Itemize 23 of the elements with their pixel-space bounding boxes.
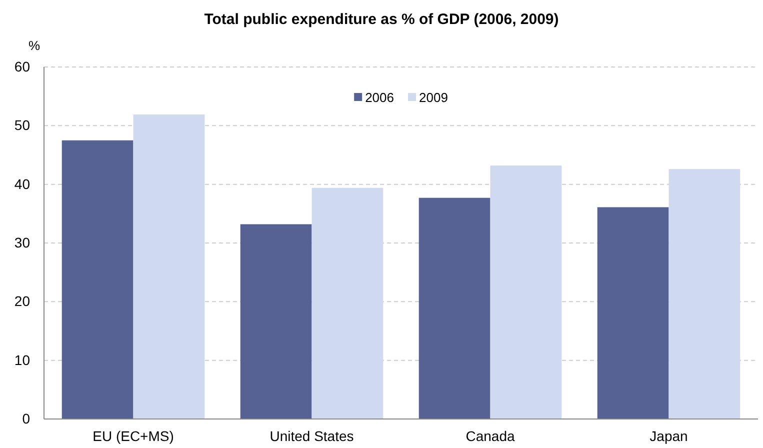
y-tick-label: 30 bbox=[14, 234, 30, 250]
x-tick-label: United States bbox=[270, 428, 354, 444]
bar bbox=[240, 224, 312, 419]
bar bbox=[312, 188, 384, 419]
bar bbox=[597, 207, 669, 419]
chart-title: Total public expenditure as % of GDP (2006, 2009) bbox=[204, 11, 559, 28]
y-tick-label: 10 bbox=[14, 352, 30, 368]
bar bbox=[62, 140, 134, 419]
legend-label: 2009 bbox=[419, 90, 448, 105]
x-tick-label: EU (EC+MS) bbox=[92, 428, 174, 444]
bar bbox=[418, 198, 490, 419]
x-tick-label: Canada bbox=[466, 428, 515, 444]
bar bbox=[490, 166, 562, 419]
y-tick-label: 60 bbox=[14, 58, 30, 74]
y-tick-label: 50 bbox=[14, 117, 30, 134]
y-tick-label: 40 bbox=[14, 176, 30, 192]
legend-label: 2006 bbox=[365, 90, 394, 105]
y-tick-label: 0 bbox=[22, 410, 30, 426]
y-axis-title: % bbox=[28, 38, 40, 53]
bar bbox=[668, 169, 740, 419]
bar bbox=[133, 114, 205, 419]
y-tick-label: 20 bbox=[14, 293, 30, 310]
x-tick-label: Japan bbox=[650, 428, 688, 444]
